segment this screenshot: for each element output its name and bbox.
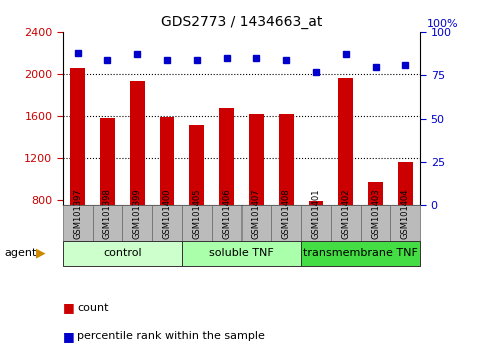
Bar	[271, 205, 301, 241]
Text: GSM101399: GSM101399	[133, 188, 142, 239]
Text: ■: ■	[63, 330, 74, 343]
Bar	[189, 125, 204, 284]
Bar	[338, 78, 353, 284]
Text: GSM101406: GSM101406	[222, 188, 231, 239]
Bar	[63, 205, 93, 241]
Bar	[398, 162, 413, 284]
Text: GSM101408: GSM101408	[282, 188, 291, 239]
Bar	[279, 114, 294, 284]
Bar	[249, 114, 264, 284]
Text: GSM101400: GSM101400	[163, 188, 171, 239]
Text: percentile rank within the sample: percentile rank within the sample	[77, 331, 265, 341]
Text: GSM101404: GSM101404	[401, 188, 410, 239]
Text: GSM101403: GSM101403	[371, 188, 380, 239]
Text: count: count	[77, 303, 109, 313]
Bar	[368, 182, 383, 284]
Bar	[212, 205, 242, 241]
Bar	[63, 241, 182, 266]
Bar	[301, 205, 331, 241]
Text: soluble TNF: soluble TNF	[209, 248, 274, 258]
Bar	[331, 205, 361, 241]
Bar	[361, 205, 390, 241]
Bar	[152, 205, 182, 241]
Text: GSM101407: GSM101407	[252, 188, 261, 239]
Text: ▶: ▶	[36, 247, 46, 259]
Text: transmembrane TNF: transmembrane TNF	[303, 248, 418, 258]
Bar	[242, 205, 271, 241]
Title: GDS2773 / 1434663_at: GDS2773 / 1434663_at	[161, 16, 322, 29]
Bar	[182, 205, 212, 241]
Text: 100%: 100%	[427, 19, 459, 29]
Bar	[309, 201, 324, 284]
Bar	[159, 117, 174, 284]
Text: agent: agent	[5, 248, 37, 258]
Text: GSM101398: GSM101398	[103, 188, 112, 239]
Bar	[390, 205, 420, 241]
Bar	[130, 81, 145, 284]
Bar	[182, 241, 301, 266]
Bar	[100, 118, 115, 284]
Bar	[70, 68, 85, 284]
Text: control: control	[103, 248, 142, 258]
Text: GSM101401: GSM101401	[312, 188, 320, 239]
Text: GSM101402: GSM101402	[341, 188, 350, 239]
Bar	[219, 108, 234, 284]
Text: GSM101405: GSM101405	[192, 188, 201, 239]
Bar	[122, 205, 152, 241]
Text: GSM101397: GSM101397	[73, 188, 82, 239]
Bar	[301, 241, 420, 266]
Bar	[93, 205, 122, 241]
Text: ■: ■	[63, 302, 74, 314]
